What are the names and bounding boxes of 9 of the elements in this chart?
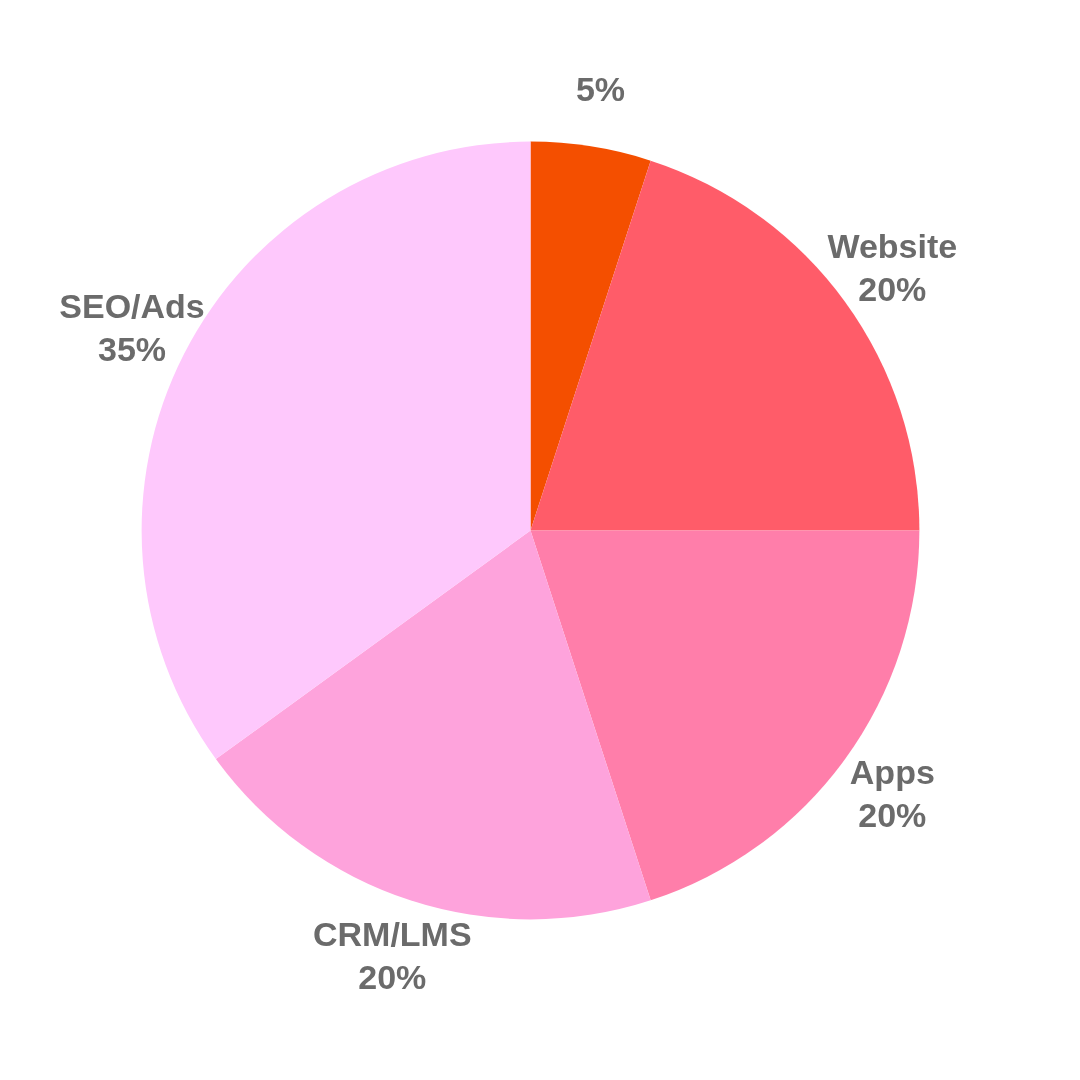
slice-label: CRM/LMS: [312, 915, 472, 954]
data-label: 35%: [98, 329, 167, 368]
data-label: 20%: [858, 795, 927, 834]
data-label: 20%: [358, 958, 427, 997]
data-label: 5%: [575, 69, 626, 108]
slice-label: Apps: [849, 752, 935, 791]
slice-label: SEO/Ads: [59, 287, 205, 326]
data-label: 20%: [858, 270, 927, 309]
slice-label: Website: [827, 227, 958, 266]
